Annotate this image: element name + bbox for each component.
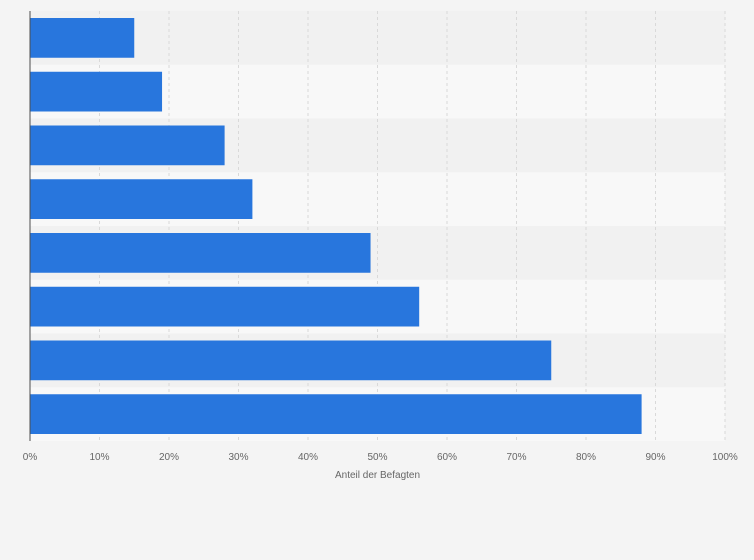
x-tick-label: 50% bbox=[367, 452, 387, 463]
x-axis-title: Anteil der Befagten bbox=[335, 470, 420, 481]
bar bbox=[30, 71, 163, 112]
bar bbox=[30, 179, 253, 219]
x-axis-tick-labels: 0% 10% 20% 30% 40% 50% 60% 70% 80% 90% 100% bbox=[23, 452, 738, 463]
x-tick-label: 40% bbox=[298, 452, 318, 463]
bar bbox=[30, 286, 420, 327]
bar bbox=[30, 233, 371, 273]
x-tick-label: 100% bbox=[712, 452, 738, 463]
x-tick-label: 80% bbox=[576, 452, 596, 463]
x-tick-label: 20% bbox=[159, 452, 179, 463]
x-tick-label: 0% bbox=[23, 452, 38, 463]
x-tick-label: 10% bbox=[89, 452, 109, 463]
x-tick-label: 90% bbox=[645, 452, 665, 463]
bar bbox=[30, 340, 552, 381]
x-tick-label: 30% bbox=[228, 452, 248, 463]
bar-series bbox=[30, 18, 642, 434]
bar bbox=[30, 125, 225, 166]
x-tick-label: 70% bbox=[506, 452, 526, 463]
bar bbox=[30, 394, 642, 434]
bar bbox=[30, 18, 135, 58]
x-tick-label: 60% bbox=[437, 452, 457, 463]
